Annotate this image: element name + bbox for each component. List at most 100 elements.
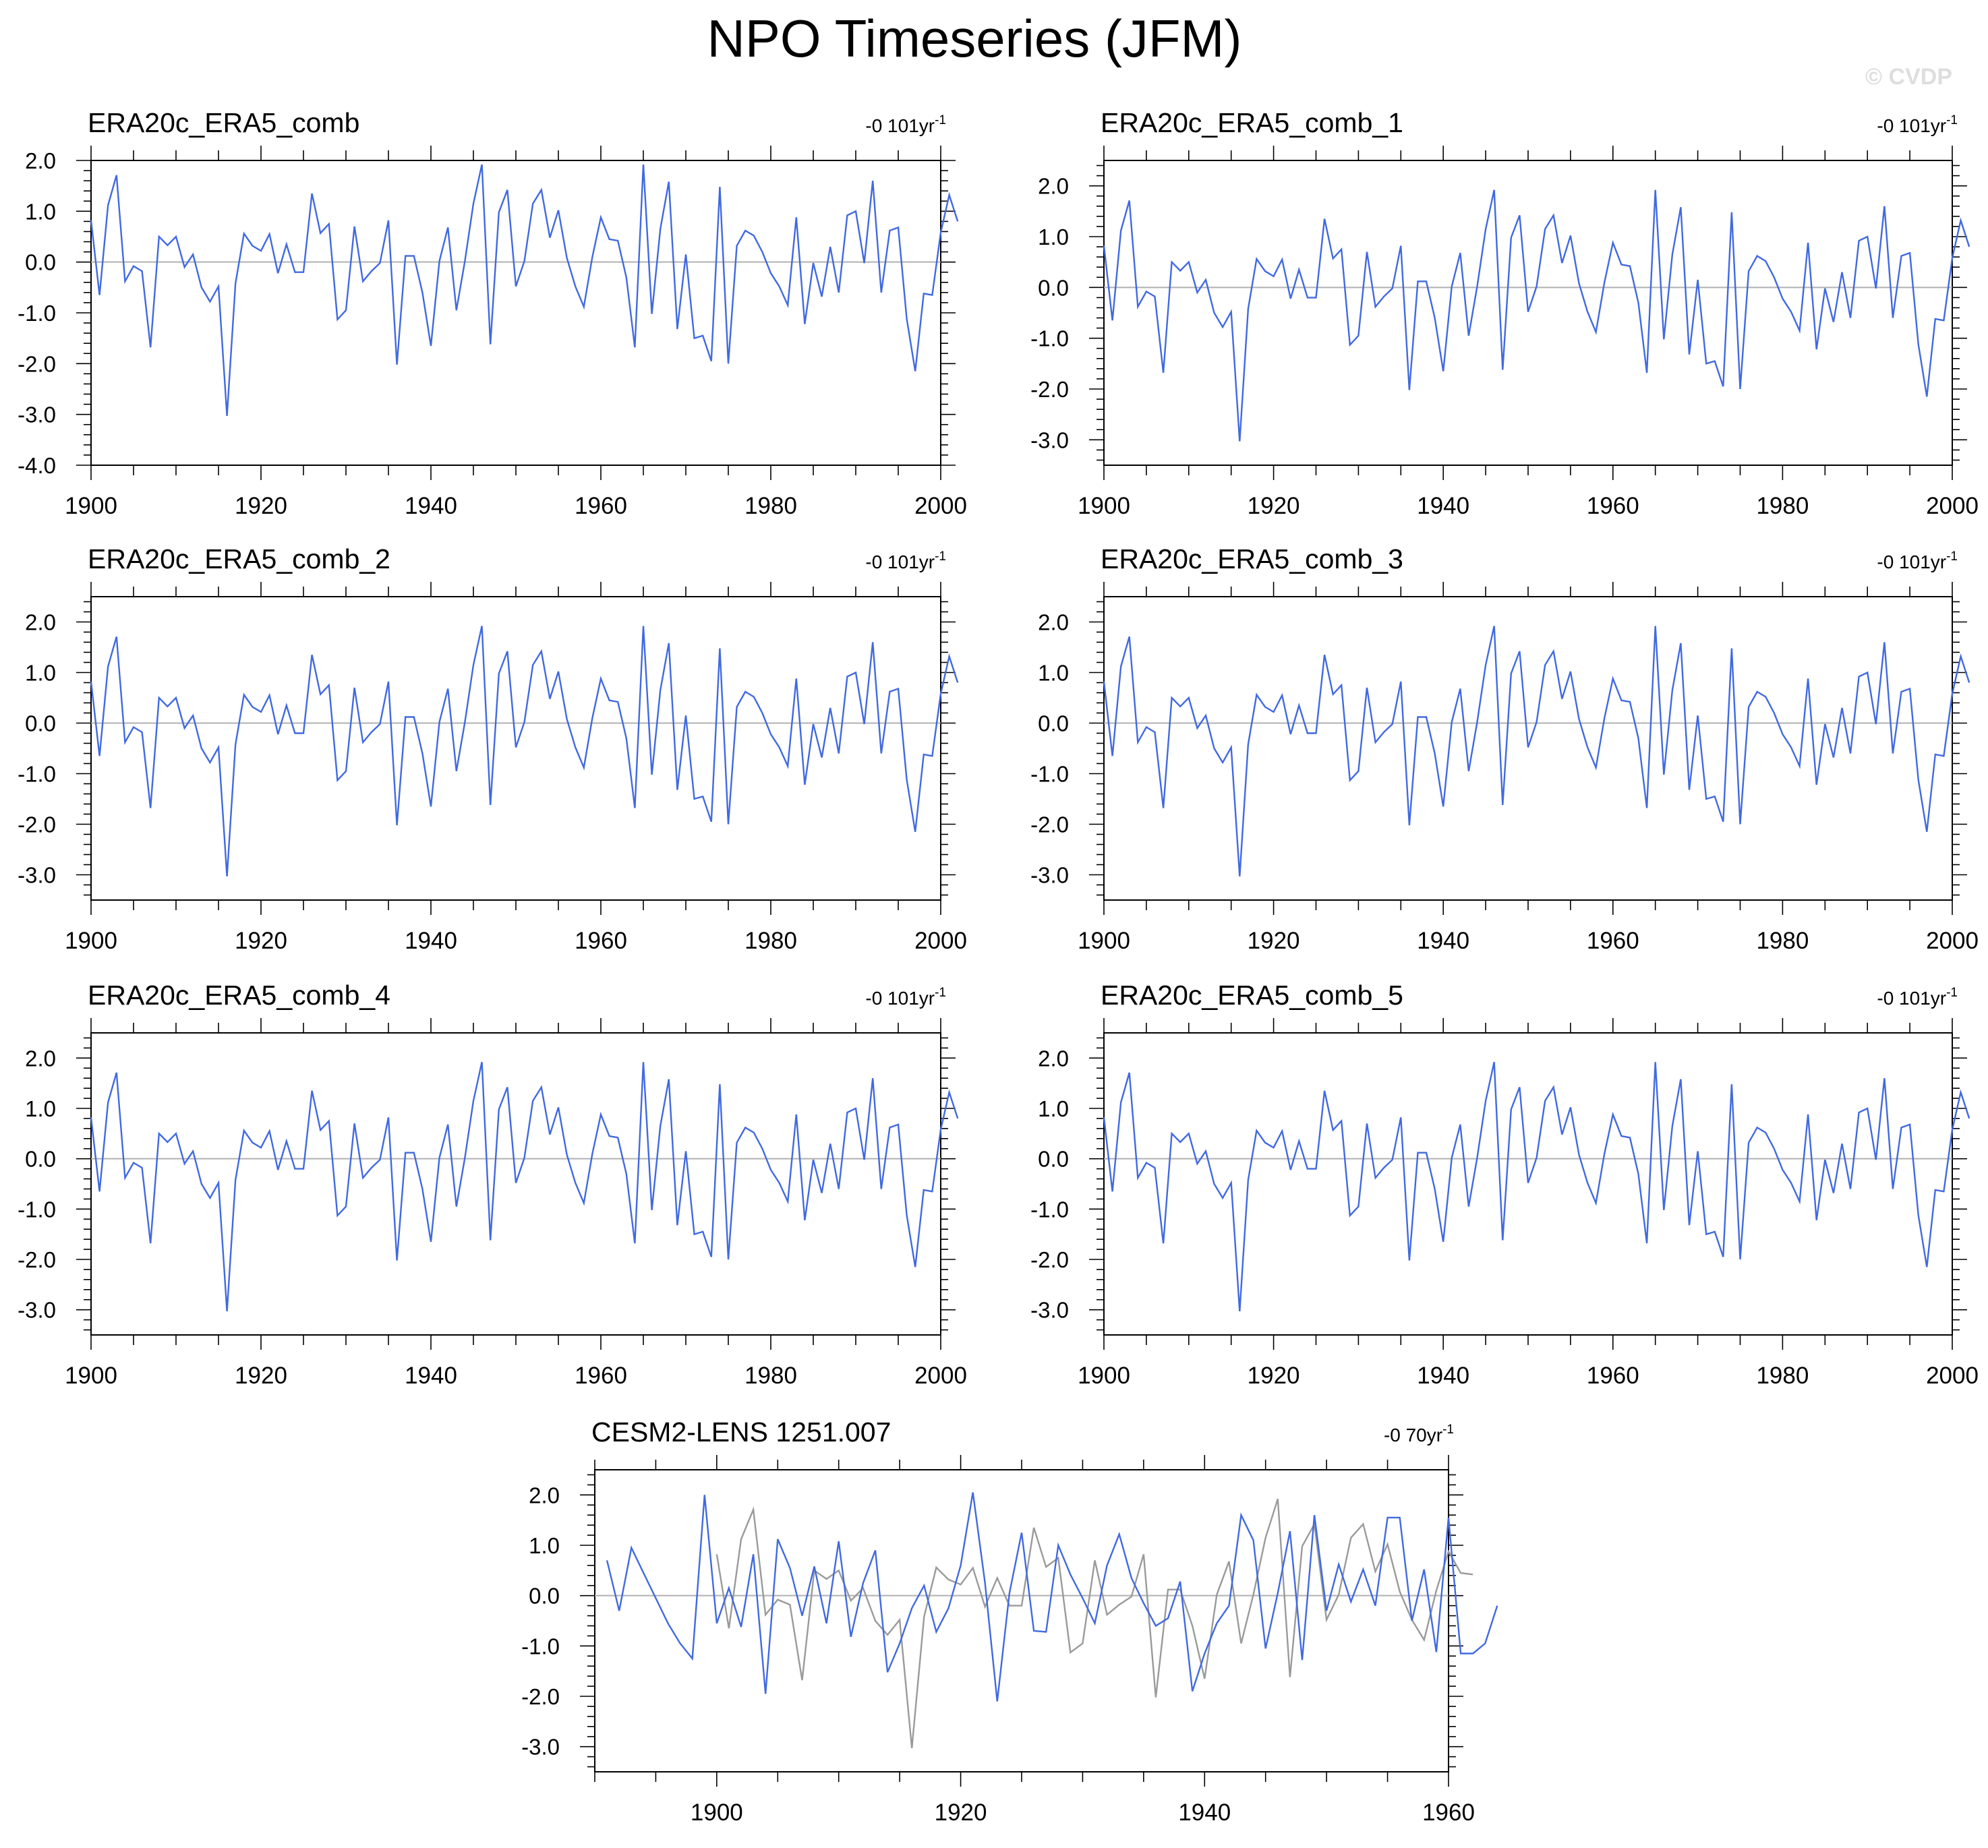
x-tick-label: 1980 bbox=[744, 493, 797, 519]
y-tick-label: -2.0 bbox=[18, 812, 56, 837]
npo-series-line bbox=[90, 164, 959, 416]
x-tick-label: 1920 bbox=[1248, 1363, 1300, 1389]
x-tick-label: 1960 bbox=[575, 928, 627, 954]
x-tick-label: 1900 bbox=[1078, 493, 1130, 519]
y-ticks bbox=[76, 160, 956, 466]
x-ticks bbox=[90, 146, 941, 480]
y-tick-label: -3.0 bbox=[1030, 427, 1069, 452]
y-tick-label: 1.0 bbox=[1038, 225, 1069, 249]
y-tick-label: 2.0 bbox=[1038, 174, 1069, 199]
npo-series-line bbox=[90, 1062, 959, 1311]
y-tick-label: -1.0 bbox=[18, 762, 56, 787]
y-ticks bbox=[1089, 1037, 1967, 1331]
panel-title: ERA20c_ERA5_comb_2 bbox=[88, 543, 390, 574]
x-tick-label: 2000 bbox=[914, 1363, 967, 1389]
x-tick-label: 1960 bbox=[1587, 1363, 1639, 1389]
panel-title: CESM2-LENS 1251.007 bbox=[591, 1417, 891, 1448]
x-tick-label: 1900 bbox=[1078, 928, 1130, 954]
y-tick-label: 1.0 bbox=[25, 199, 56, 224]
y-ticks bbox=[580, 1474, 1463, 1768]
x-tick-label: 1940 bbox=[405, 493, 457, 519]
cvdp-watermark: © CVDP bbox=[1865, 64, 1952, 90]
x-ticks bbox=[594, 1455, 1449, 1787]
x-tick-label: 1900 bbox=[691, 1799, 743, 1826]
y-tick-label: 2.0 bbox=[25, 148, 56, 173]
trend-label: -0 101yr-1 bbox=[1877, 986, 1958, 1009]
y-tick-label: 0.0 bbox=[1038, 275, 1069, 300]
y-tick-label: -1.0 bbox=[521, 1634, 560, 1659]
x-tick-label: 1960 bbox=[575, 493, 627, 519]
y-tick-label: -1.0 bbox=[1030, 1197, 1069, 1222]
x-tick-label: 1960 bbox=[1587, 928, 1639, 954]
y-tick-label: 1.0 bbox=[1038, 1096, 1069, 1121]
y-tick-label: -2.0 bbox=[1030, 812, 1069, 837]
y-tick-label: 0.0 bbox=[25, 250, 56, 275]
x-tick-label: 1900 bbox=[65, 928, 117, 954]
x-tick-label: 2000 bbox=[1926, 1363, 1979, 1389]
x-tick-label: 1980 bbox=[744, 1363, 797, 1389]
x-tick-label: 1900 bbox=[65, 1363, 117, 1389]
y-tick-label: -1.0 bbox=[1030, 326, 1069, 351]
npo-series-line bbox=[606, 1492, 1498, 1702]
x-tick-label: 2000 bbox=[1926, 928, 1979, 954]
x-tick-label: 1980 bbox=[1756, 1363, 1809, 1389]
x-tick-label: 1940 bbox=[1417, 493, 1469, 519]
chart-panel-3: ERA20c_ERA5_comb_3 -0 101yr-1 2.0 1.0 0.0 -1.… bbox=[1030, 543, 1979, 954]
y-ticks bbox=[1089, 601, 1967, 896]
y-tick-label: -1.0 bbox=[1030, 762, 1069, 787]
x-ticks bbox=[90, 582, 941, 915]
y-tick-label: -3.0 bbox=[18, 1298, 56, 1323]
x-tick-label: 2000 bbox=[914, 493, 967, 519]
npo-series-line bbox=[1103, 1062, 1970, 1311]
x-tick-label: 1920 bbox=[1248, 493, 1300, 519]
y-tick-label: 1.0 bbox=[25, 661, 56, 686]
y-ticks bbox=[76, 1037, 956, 1331]
y-tick-label: -2.0 bbox=[1030, 377, 1069, 402]
y-tick-label: -1.0 bbox=[18, 301, 56, 326]
y-tick-label: -2.0 bbox=[18, 351, 56, 376]
y-tick-label: 2.0 bbox=[25, 610, 56, 635]
trend-label: -0 101yr-1 bbox=[1877, 113, 1958, 136]
y-tick-label: -3.0 bbox=[1030, 863, 1069, 888]
y-tick-label: -3.0 bbox=[18, 863, 56, 888]
x-ticks bbox=[90, 1018, 941, 1350]
chart-panel-1: ERA20c_ERA5_comb_1 -0 101yr-1 2.0 1.0 0.0 -1.… bbox=[1030, 107, 1979, 519]
chart-panel-2: ERA20c_ERA5_comb_2 -0 101yr-1 2.0 1.0 0.0 -1.… bbox=[18, 543, 967, 954]
y-tick-label: -2.0 bbox=[521, 1684, 560, 1709]
x-tick-label: 2000 bbox=[914, 928, 967, 954]
y-tick-label: 2.0 bbox=[25, 1046, 56, 1071]
x-tick-label: 1920 bbox=[1248, 928, 1300, 954]
x-ticks bbox=[1103, 146, 1953, 480]
y-ticks bbox=[76, 601, 956, 896]
figure-title: NPO Timeseries (JFM) bbox=[707, 9, 1241, 68]
chart-panel-5: ERA20c_ERA5_comb_5 -0 101yr-1 2.0 1.0 0.0 -1.… bbox=[1030, 980, 1979, 1389]
chart-panel-0: ERA20c_ERA5_comb -0 101yr-1 2.0 1.0 0.0 -1.0 -… bbox=[18, 107, 967, 519]
y-tick-label: -2.0 bbox=[1030, 1247, 1069, 1272]
npo-series-line bbox=[1103, 626, 1970, 876]
npo-series-line bbox=[1103, 189, 1970, 442]
y-tick-label: 1.0 bbox=[25, 1096, 56, 1121]
trend-label: -0 101yr-1 bbox=[865, 113, 946, 136]
y-tick-label: 1.0 bbox=[1038, 661, 1069, 686]
reference-series-line bbox=[715, 1498, 1473, 1749]
y-tick-label: 2.0 bbox=[1038, 610, 1069, 635]
x-tick-label: 1920 bbox=[235, 493, 287, 519]
panel-title: ERA20c_ERA5_comb_5 bbox=[1101, 980, 1403, 1011]
x-tick-label: 1920 bbox=[235, 928, 287, 954]
y-tick-label: 0.0 bbox=[25, 711, 56, 736]
panel-title: ERA20c_ERA5_comb bbox=[88, 107, 359, 138]
panel-title: ERA20c_ERA5_comb_3 bbox=[1101, 543, 1403, 574]
x-tick-label: 1940 bbox=[1178, 1799, 1231, 1826]
plot-frame bbox=[594, 1469, 1449, 1772]
x-ticks bbox=[1103, 582, 1953, 915]
trend-label: -0 101yr-1 bbox=[865, 549, 946, 572]
y-tick-label: 0.0 bbox=[1038, 711, 1069, 736]
panel-title: ERA20c_ERA5_comb_4 bbox=[88, 980, 390, 1011]
trend-label: -0 101yr-1 bbox=[1877, 549, 1958, 572]
x-tick-label: 1980 bbox=[1756, 928, 1809, 954]
x-tick-label: 1940 bbox=[1417, 1363, 1469, 1389]
y-tick-label: -3.0 bbox=[1030, 1298, 1069, 1323]
x-tick-label: 1940 bbox=[405, 1363, 457, 1389]
plot-frame bbox=[90, 160, 941, 466]
